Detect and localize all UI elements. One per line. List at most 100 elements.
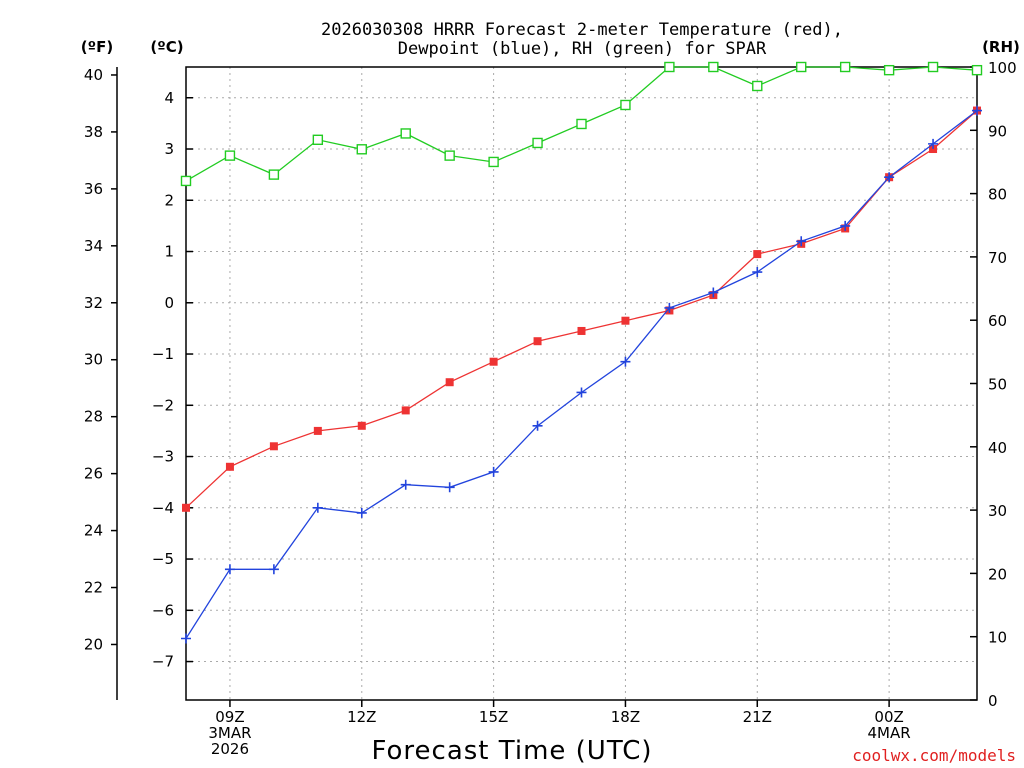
temperature-point	[577, 326, 586, 335]
rh-point	[883, 64, 895, 76]
chart-title-line-2: Dewpoint (blue), RH (green) for SPAR	[398, 39, 767, 59]
rh-point	[268, 169, 280, 180]
time-tick-label: 12Z	[347, 708, 376, 726]
dewpoint-point	[840, 220, 851, 231]
fahrenheit-tick-label: 24	[84, 522, 103, 540]
rh-point	[839, 61, 851, 73]
rh-point	[708, 61, 719, 73]
plot-frame	[185, 66, 978, 701]
temperature-point	[489, 357, 498, 366]
rh-point	[532, 137, 543, 149]
celsius-tick-label: 2	[164, 191, 174, 209]
chart-title-line-1: 2026030308 HRRR Forecast 2-meter Tempera…	[321, 20, 843, 40]
rh-tick-label: 50	[988, 376, 1007, 394]
series-layer	[180, 61, 983, 644]
temperature-point	[182, 503, 190, 512]
rh-point	[356, 144, 367, 155]
celsius-axis: 4 3 2 1 0 −1 −2 −3 −4 −5 −6 −7	[152, 89, 193, 671]
rh-point	[927, 61, 939, 73]
time-tick-label: 4MAR	[868, 724, 911, 742]
time-tick-label: 2026	[211, 740, 249, 758]
temperature-point	[533, 337, 542, 346]
celsius-tick-label: −5	[152, 550, 174, 568]
time-tick-label: 09Z	[215, 708, 244, 726]
series-temperature	[182, 106, 981, 512]
fahrenheit-unit-label: (ºF)	[81, 38, 113, 56]
celsius-tick-label: −4	[152, 499, 174, 517]
rh-point	[224, 150, 236, 161]
dewpoint-point	[488, 466, 499, 477]
dewpoint-point	[752, 267, 763, 278]
fahrenheit-tick-label: 40	[84, 66, 103, 84]
series-rh	[180, 61, 983, 187]
time-tick-label: 18Z	[611, 708, 640, 726]
dewpoint-point	[400, 479, 411, 490]
celsius-tick-label: −2	[152, 396, 174, 414]
rh-point	[752, 80, 763, 92]
fahrenheit-tick-label: 28	[84, 408, 103, 426]
rh-unit-label: (RH)	[982, 38, 1020, 56]
x-axis-label: Forecast Time (UTC)	[371, 736, 652, 766]
time-tick-label: 21Z	[743, 708, 772, 726]
temperature-point	[621, 316, 630, 325]
celsius-tick-label: 0	[164, 294, 174, 312]
fahrenheit-tick-label: 26	[84, 465, 103, 483]
dewpoint-point	[356, 507, 367, 518]
dewpoint-point	[532, 420, 543, 431]
dewpoint-point	[576, 387, 587, 398]
rh-point	[400, 128, 411, 139]
rh-tick-label: 100	[988, 59, 1017, 77]
rh-tick-label: 30	[988, 502, 1007, 520]
celsius-tick-label: 4	[164, 89, 174, 107]
rh-tick-label: 70	[988, 249, 1007, 267]
temperature-point	[225, 462, 234, 471]
rh-point	[576, 118, 587, 130]
rh-point	[796, 61, 807, 73]
fahrenheit-tick-label: 22	[84, 579, 103, 597]
rh-point	[312, 134, 324, 145]
celsius-tick-label: −6	[152, 601, 174, 619]
dewpoint-point	[664, 302, 675, 313]
dewpoint-point	[972, 105, 982, 116]
rh-point	[488, 156, 499, 168]
credit-label: coolwx.com/models	[852, 746, 1016, 765]
rh-point	[180, 175, 192, 187]
rh-tick-label: 40	[988, 439, 1007, 457]
celsius-tick-label: −3	[152, 448, 174, 466]
rh-point	[971, 64, 983, 76]
celsius-tick-label: 1	[164, 243, 174, 261]
rh-tick-label: 60	[988, 312, 1007, 330]
dewpoint-point	[796, 236, 807, 247]
temperature-point	[269, 442, 278, 451]
rh-point	[620, 99, 631, 111]
fahrenheit-axis: 40 38 36 34 32 30 28 26 24 22 20	[84, 66, 117, 653]
fahrenheit-tick-label: 30	[84, 351, 103, 369]
celsius-tick-label: −7	[152, 653, 174, 671]
temperature-point	[753, 250, 762, 259]
fahrenheit-tick-label: 32	[84, 294, 103, 312]
fahrenheit-tick-label: 34	[84, 237, 103, 255]
dewpoint-point	[884, 172, 895, 183]
fahrenheit-tick-label: 20	[84, 635, 103, 653]
temperature-point	[313, 426, 322, 435]
fahrenheit-tick-label: 38	[84, 123, 103, 141]
dewpoint-point	[620, 356, 631, 367]
rh-tick-label: 80	[988, 186, 1007, 204]
rh-tick-label: 90	[988, 122, 1007, 140]
rh-point	[664, 61, 675, 73]
rh-tick-label: 20	[988, 565, 1007, 583]
time-tick-label: 15Z	[479, 708, 508, 726]
dewpoint-point	[181, 633, 191, 644]
time-tick-label: 3MAR	[208, 724, 251, 742]
rh-tick-label: 0	[988, 692, 998, 710]
rh-tick-label: 10	[988, 629, 1007, 647]
dewpoint-point	[708, 287, 719, 298]
temperature-point	[445, 378, 454, 387]
celsius-tick-label: −1	[152, 345, 174, 363]
dewpoint-point	[444, 482, 455, 493]
dewpoint-point	[312, 502, 323, 513]
temperature-point	[357, 421, 366, 430]
temperature-point	[929, 145, 938, 154]
